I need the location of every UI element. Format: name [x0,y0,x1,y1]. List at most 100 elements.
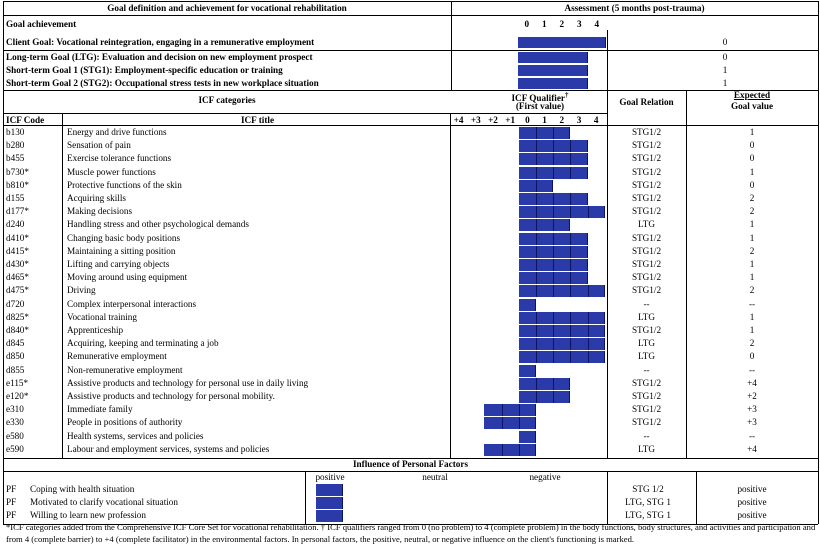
goal-relation: STG1/2 [631,285,662,296]
goal-relation: STG1/2 [631,377,662,388]
goal-text: : Evaluation and decision on new employm… [96,52,313,62]
icf-title: Acquiring skills [67,193,126,203]
qualifier-bar [518,325,605,337]
rule-v [62,113,63,458]
qualifier-cell-divider [570,259,572,271]
goal-value: 1 [722,65,728,75]
icf-title: Assistive products and technology for pe… [67,377,309,388]
goal-relation: STG1/2 [631,206,662,217]
icf-title: People in positions of authority [67,417,183,428]
goal-relation: STG1/2 [631,272,662,283]
rule-h [3,50,818,51]
qualifier-cell-divider [553,206,555,219]
qualifier-cell-divider [553,140,555,153]
qualifier-scale-tick: 3 [576,115,582,125]
goal-relation: STG1/2 [631,417,662,428]
goal-relation: LTG [637,219,655,230]
qualifier-cell-divider [536,338,537,351]
qualifier-cell-divider [536,193,537,205]
goal-relation: LTG [637,443,655,454]
icf-code: d465* [6,272,29,283]
qualifier-text: ICF Qualifier [511,93,565,104]
expected-goal-value: -- [748,430,756,441]
qualifier-cell-divider [587,338,589,351]
icf-code: d415* [6,245,29,256]
goal-relation: LTG [637,338,655,349]
qualifier-scale-tick: +4 [453,115,464,125]
goal-value-heading: Goal value [730,101,774,111]
rule-v [3,1,4,524]
goal-prefix: Short-term Goal 2 (STG2) [6,78,110,88]
qualifier-cell-divider [553,153,555,166]
goal-relation: STG1/2 [631,179,662,190]
goal-achievement-label: Goal achievement [6,19,77,29]
qualifier-bar [518,127,571,139]
rule-h [3,1,818,2]
rule-v [450,113,451,458]
goal-relation: STG1/2 [631,166,662,177]
goal-relation: STG1/2 [631,153,662,164]
goal-value: 0 [722,52,728,62]
goal-relation: STG1/2 [631,127,662,137]
goal-relation: -- [643,298,650,309]
goal-relation: -- [643,364,650,375]
icf-title: Muscle power functions [67,166,156,177]
icf-code: e310 [6,404,24,415]
icf-title-heading: ICF title [240,115,275,125]
qualifier-cell-divider [536,325,537,337]
pf-relation: LTG, STG 1 [625,497,671,507]
qualifier-heading: ICF Qualifier† [470,90,610,104]
qualifier-cell-divider [553,193,555,205]
qualifier-cell-divider [553,377,555,390]
expected-goal-value: +4 [747,377,757,388]
rule-v [305,471,306,524]
expected-goal-value: 2 [749,285,755,296]
qualifier-cell-divider [570,325,572,337]
icf-title: Assistive products and technology for pe… [67,391,275,401]
icf-title: Moving around using equipment [67,272,188,283]
qualifier-cell-divider [536,232,537,245]
goal-row-label: Client Goal: Vocational reintegration, e… [6,37,314,48]
expected-goal-value: 0 [749,153,755,164]
qualifier-cell-divider [501,404,503,417]
pf-code: PF [6,484,17,494]
goal-value: 1 [722,78,728,88]
header-right-title: Assessment (5 months post-trauma) [564,3,705,13]
qualifier-scale-tick: 4 [593,115,599,125]
expected-goal-value: +2 [747,391,757,401]
icf-title: Non-remunerative employment [67,364,183,375]
pf-code: PF [6,510,17,520]
icf-code: b280 [6,140,25,151]
qualifier-cell-divider [570,140,572,153]
pf-influence: positive [737,484,767,494]
qualifier-cell-divider [536,272,537,285]
icf-title: Maintaining a sitting position [67,245,176,256]
qualifier-cell-divider [536,285,537,298]
goal-scale-tick: 3 [576,19,582,29]
rule-h [3,113,607,114]
qualifier-cell-divider [536,377,537,390]
icf-categories-heading: ICF categories [198,95,256,105]
rule-h [3,15,818,16]
icf-title: Vocational training [67,311,137,322]
icf-code: b810* [6,179,29,190]
goal-scale-tick: 2 [559,19,565,29]
qualifier-scale-tick: +2 [488,115,498,125]
qualifier-cell-divider [536,153,537,166]
expected-goal-value: 2 [749,245,755,256]
goal-relation: STG1/2 [631,259,662,269]
rule-v [607,30,608,90]
rule-h [3,125,818,126]
qualifier-cell-divider [501,443,503,456]
qualifier-cell-divider [536,219,537,232]
qualifier-bar [518,311,605,324]
icf-code: d240 [6,219,25,230]
expected-goal-value: +3 [747,404,757,415]
expected-goal-value: +4 [747,443,757,454]
goal-row-label: Short-term Goal 1 (STG1): Employment-spe… [6,65,283,76]
icf-title: Complex interpersonal interactions [67,298,197,309]
expected-goal-value: 1 [749,232,755,243]
rule-h [3,90,818,91]
expected-goal-value: 1 [749,127,755,137]
icf-code: d430* [6,259,29,269]
